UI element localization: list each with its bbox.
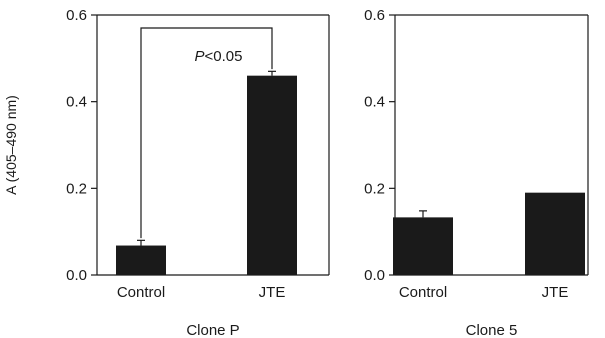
significance-label: P<0.05 <box>195 48 243 65</box>
y-tick-label: 0.4 <box>364 94 385 111</box>
category-label: JTE <box>542 284 569 301</box>
bar-jte <box>247 75 297 276</box>
panel-clone-5: 0.0 0.2 0.4 0.6 Control JTE Clone 5 <box>364 7 589 338</box>
y-tick-label: 0.2 <box>364 180 385 197</box>
panel-label: Clone P <box>186 322 239 338</box>
panel-clone-p: 0.0 0.2 0.4 0.6 Control JTE Clone P P<0.05 <box>66 7 330 338</box>
y-axis-label: A (405–490 nm) <box>3 95 19 195</box>
y-tick-label: 0.0 <box>66 267 87 284</box>
category-label: Control <box>399 284 447 301</box>
y-tick-label: 0.6 <box>364 7 385 24</box>
category-label: JTE <box>259 284 286 301</box>
category-label: Control <box>117 284 165 301</box>
bar-control <box>393 217 453 275</box>
y-tick-label: 0.0 <box>364 267 385 284</box>
significance-bracket <box>140 27 273 239</box>
bar-jte <box>525 192 585 275</box>
panel-label: Clone 5 <box>466 322 518 338</box>
y-tick-label: 0.6 <box>66 7 87 24</box>
significance-label-p: P <box>195 48 205 65</box>
significance-label-value: <0.05 <box>205 48 243 65</box>
y-tick-label: 0.2 <box>66 180 87 197</box>
y-tick-label: 0.4 <box>66 94 87 111</box>
bar-control <box>116 245 166 275</box>
